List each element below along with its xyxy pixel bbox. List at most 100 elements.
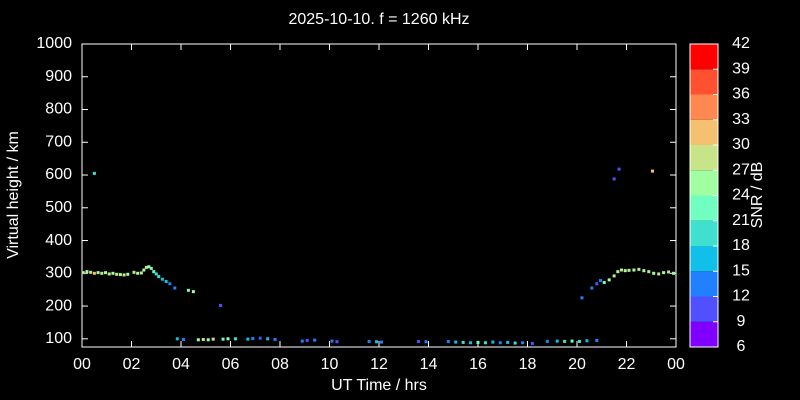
data-point bbox=[612, 274, 616, 278]
data-point bbox=[313, 338, 317, 342]
colorbar-tick-label: 33 bbox=[732, 111, 750, 128]
data-point bbox=[647, 270, 651, 274]
colorbar-band bbox=[690, 321, 718, 347]
x-tick-label: 08 bbox=[271, 356, 289, 373]
data-point bbox=[196, 338, 200, 342]
data-point bbox=[530, 341, 534, 345]
colorbar-band bbox=[690, 220, 718, 246]
data-point bbox=[111, 271, 115, 275]
data-point bbox=[577, 339, 581, 343]
data-point bbox=[570, 339, 574, 343]
data-point bbox=[585, 339, 589, 343]
colorbar-band bbox=[690, 69, 718, 95]
data-point bbox=[469, 341, 473, 345]
data-point bbox=[602, 280, 606, 284]
colorbar-band bbox=[690, 271, 718, 297]
data-point bbox=[233, 337, 237, 341]
y-tick-label: 200 bbox=[45, 297, 72, 314]
data-point bbox=[132, 270, 136, 274]
data-point bbox=[632, 268, 636, 272]
x-tick-label: 00 bbox=[73, 356, 91, 373]
data-point bbox=[617, 167, 621, 171]
data-point bbox=[521, 341, 525, 345]
y-tick-label: 600 bbox=[45, 166, 72, 183]
data-point bbox=[104, 271, 108, 275]
colorbar-tick-label: 6 bbox=[737, 338, 746, 355]
y-tick-label: 1000 bbox=[36, 35, 72, 52]
data-point bbox=[100, 271, 104, 275]
data-point bbox=[498, 341, 502, 345]
colorbar-tick-label: 21 bbox=[732, 212, 750, 229]
data-point bbox=[607, 278, 611, 282]
data-point bbox=[461, 340, 465, 344]
y-tick-label: 100 bbox=[45, 330, 72, 347]
colorbar-band bbox=[690, 44, 718, 70]
data-point bbox=[483, 341, 487, 345]
data-point bbox=[491, 340, 495, 344]
data-point bbox=[563, 339, 567, 343]
colorbar-tick-label: 42 bbox=[732, 35, 750, 52]
colorbar-tick-label: 30 bbox=[732, 136, 750, 153]
data-point bbox=[454, 340, 458, 344]
data-point bbox=[115, 272, 119, 276]
x-tick-label: 10 bbox=[321, 356, 339, 373]
x-tick-label: 00 bbox=[667, 356, 685, 373]
x-tick-label: 16 bbox=[469, 356, 487, 373]
colorbar-tick-label: 39 bbox=[732, 60, 750, 77]
colorbar-band bbox=[690, 170, 718, 196]
data-point bbox=[672, 271, 676, 275]
x-tick-label: 06 bbox=[222, 356, 240, 373]
colorbar-band bbox=[690, 145, 718, 171]
colorbar-band bbox=[690, 246, 718, 272]
data-point bbox=[662, 271, 666, 275]
x-tick-label: 22 bbox=[618, 356, 636, 373]
y-tick-label: 900 bbox=[45, 68, 72, 85]
data-point bbox=[206, 338, 210, 342]
data-point bbox=[219, 303, 223, 307]
data-point bbox=[118, 273, 122, 277]
data-point bbox=[335, 340, 339, 344]
data-point bbox=[652, 271, 656, 275]
data-point bbox=[139, 271, 143, 275]
data-point bbox=[149, 266, 153, 270]
data-point bbox=[152, 270, 156, 274]
x-tick-label: 02 bbox=[123, 356, 141, 373]
colorbar-label: SNR / dB bbox=[749, 162, 766, 229]
colorbar-tick-label: 27 bbox=[732, 161, 750, 178]
data-point bbox=[147, 265, 151, 269]
data-point bbox=[85, 270, 89, 274]
data-point bbox=[616, 270, 620, 274]
data-point bbox=[221, 337, 225, 341]
data-point bbox=[379, 340, 383, 344]
data-point bbox=[595, 338, 599, 342]
data-point bbox=[211, 337, 215, 341]
colorbar-tick-label: 36 bbox=[732, 86, 750, 103]
chart-title: 2025-10-10. f = 1260 kHz bbox=[288, 11, 469, 28]
data-point bbox=[266, 337, 270, 341]
data-point bbox=[168, 282, 172, 286]
data-point bbox=[126, 272, 130, 276]
data-point bbox=[367, 339, 371, 343]
colorbar-tick-label: 12 bbox=[732, 288, 750, 305]
data-point bbox=[642, 269, 646, 273]
data-point bbox=[186, 288, 190, 292]
data-point bbox=[160, 277, 164, 281]
data-point bbox=[330, 339, 334, 343]
data-point bbox=[92, 171, 96, 175]
data-point bbox=[142, 268, 146, 272]
data-point bbox=[424, 340, 428, 344]
data-point bbox=[181, 337, 185, 341]
x-axis-label: UT Time / hrs bbox=[331, 377, 427, 394]
colorbar-band bbox=[690, 195, 718, 221]
data-point bbox=[375, 340, 379, 344]
x-tick-label: 14 bbox=[420, 356, 438, 373]
colorbar-tick-label: 9 bbox=[737, 313, 746, 330]
data-point bbox=[476, 340, 480, 344]
data-point bbox=[513, 341, 517, 345]
data-point bbox=[81, 271, 85, 275]
data-point bbox=[89, 270, 93, 274]
colorbar-band bbox=[690, 94, 718, 120]
x-tick-label: 18 bbox=[519, 356, 537, 373]
data-point bbox=[305, 338, 309, 342]
